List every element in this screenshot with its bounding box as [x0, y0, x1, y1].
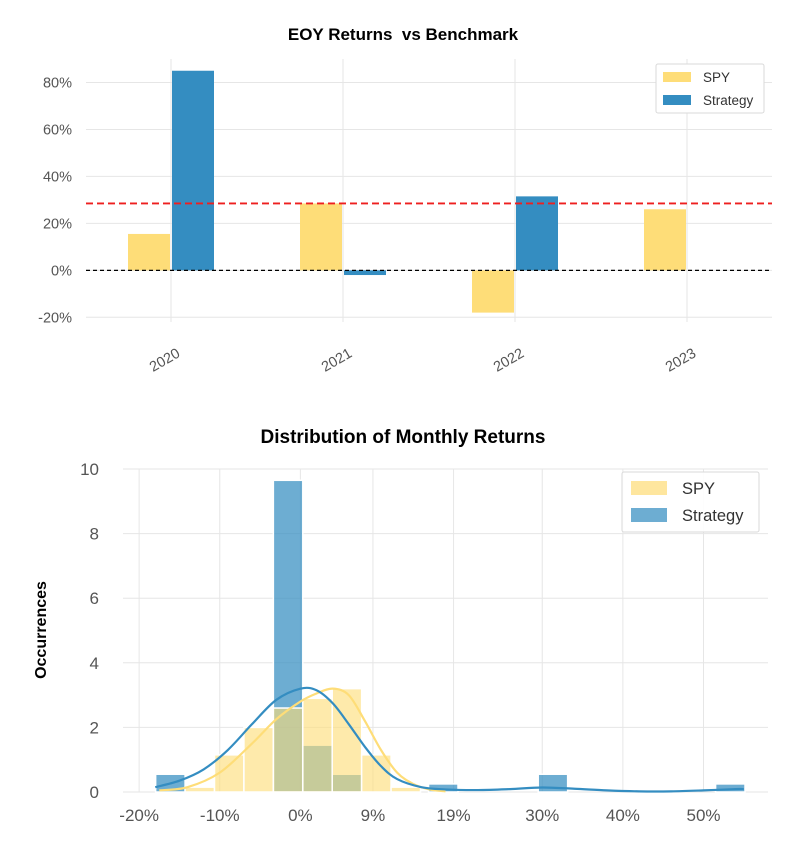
distribution-x-tick-label: -20% — [119, 806, 159, 825]
distribution-x-tick-label: 9% — [361, 806, 386, 825]
eoy-y-tick-label: 0% — [51, 263, 72, 279]
eoy-bar-spy — [644, 209, 686, 271]
distribution-x-tick-label: 50% — [686, 806, 720, 825]
distribution-x-tick-label: 19% — [437, 806, 471, 825]
distribution-x-axis: -20% -10% 0% 9% 19% 30% 40% 50% — [119, 806, 720, 825]
distribution-kde-curves — [154, 686, 744, 793]
eoy-y-axis: -20% 0% 20% 40% 60% 80% — [38, 75, 72, 326]
distribution-legend-swatch — [631, 508, 667, 522]
eoy-x-tick-label: 2022 — [491, 346, 527, 376]
eoy-bar-strategy — [344, 270, 386, 276]
eoy-x-tick-label: 2023 — [663, 346, 699, 376]
distribution-chart-title: Distribution of Monthly Returns — [261, 427, 546, 448]
monthly-distribution-chart: Distribution of Monthly Returns Occurren… — [33, 427, 768, 825]
distribution-bar-spy — [272, 707, 304, 793]
distribution-bars — [154, 479, 746, 793]
eoy-chart-title: EOY Returns vs Benchmark — [288, 25, 519, 44]
distribution-bar-strategy — [537, 773, 569, 793]
eoy-legend-label: Strategy — [703, 93, 754, 108]
distribution-y-tick-label: 10 — [80, 460, 99, 479]
distribution-bar-spy — [390, 786, 422, 793]
eoy-y-tick-label: 20% — [43, 216, 72, 232]
distribution-x-tick-label: -10% — [200, 806, 240, 825]
eoy-y-tick-label: 60% — [43, 122, 72, 138]
eoy-x-axis: 2020 2021 2022 2023 — [147, 346, 699, 376]
distribution-kde-strategy — [154, 686, 744, 793]
eoy-bar-strategy — [516, 196, 558, 271]
eoy-y-tick-label: -20% — [38, 310, 72, 326]
distribution-bar-spy — [302, 697, 333, 793]
eoy-x-tick-label: 2020 — [147, 346, 183, 376]
eoy-legend-label: SPY — [703, 70, 730, 85]
distribution-y-label: Occurrences — [33, 581, 50, 679]
distribution-x-tick-label: 0% — [288, 806, 313, 825]
distribution-bar-spy — [184, 786, 216, 793]
eoy-bar-spy — [300, 203, 342, 271]
distribution-y-tick-label: 6 — [90, 589, 99, 608]
eoy-legend-swatch — [663, 95, 691, 105]
distribution-bar-strategy — [714, 783, 746, 793]
eoy-legend-swatch — [663, 72, 691, 82]
distribution-y-axis: 0 2 4 6 8 10 — [80, 460, 99, 802]
eoy-bar-spy — [472, 270, 514, 313]
distribution-legend-label: Strategy — [682, 507, 744, 525]
eoy-bar-spy — [128, 233, 170, 271]
distribution-bar-spy — [331, 687, 363, 793]
eoy-returns-chart: EOY Returns vs Benchmark -20% 0% 20% 40% 60%… — [38, 25, 772, 376]
distribution-y-tick-label: 0 — [90, 783, 99, 802]
distribution-y-tick-label: 2 — [90, 718, 99, 737]
eoy-x-tick-label: 2021 — [319, 346, 355, 376]
eoy-bar-strategy — [172, 70, 214, 271]
distribution-x-tick-label: 30% — [525, 806, 559, 825]
distribution-kde-spy — [159, 687, 446, 793]
eoy-reference-lines — [86, 202, 772, 271]
distribution-legend-label: SPY — [682, 480, 715, 498]
eoy-legend: SPY Strategy — [655, 63, 765, 114]
distribution-x-tick-label: 40% — [606, 806, 640, 825]
distribution-y-tick-label: 8 — [90, 525, 99, 544]
eoy-bars — [128, 70, 686, 313]
distribution-legend: SPY Strategy — [621, 471, 760, 533]
distribution-legend-swatch — [631, 481, 667, 495]
eoy-y-tick-label: 80% — [43, 75, 72, 91]
eoy-y-tick-label: 40% — [43, 169, 72, 185]
distribution-y-tick-label: 4 — [90, 654, 99, 673]
